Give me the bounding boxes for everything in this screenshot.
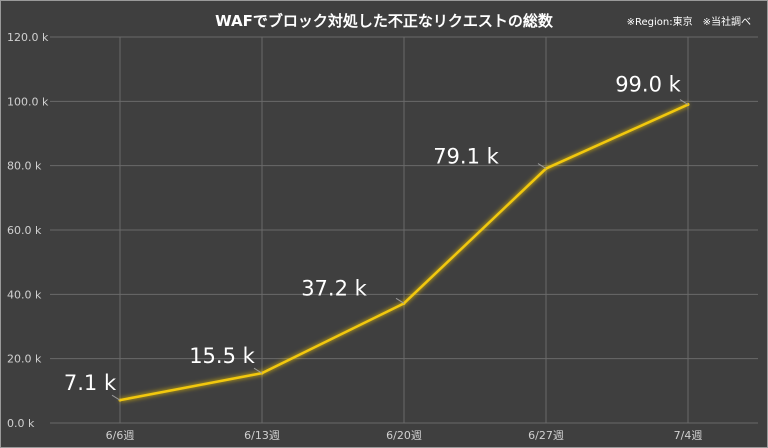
y-tick-label: 0.0 k [7, 417, 35, 430]
source-note: ※Region:東京 ※当社調べ [626, 17, 751, 28]
x-axis-ticks: 6/6週 6/13週 6/20週 6/27週 7/4週 [106, 429, 703, 442]
y-tick-label: 80.0 k [7, 160, 42, 173]
x-tick-label: 6/27週 [528, 429, 564, 442]
y-tick-label: 100.0 k [7, 95, 49, 108]
data-label-leader [111, 394, 121, 401]
data-label: 99.0 k [615, 73, 681, 97]
x-tick-label: 6/6週 [106, 429, 135, 442]
data-label-leader [253, 367, 263, 374]
y-tick-label: 40.0 k [7, 288, 42, 301]
x-gridlines [119, 37, 689, 423]
y-tick-label: 60.0 k [7, 224, 42, 237]
data-label: 7.1 k [64, 371, 117, 395]
chart-title: WAFでブロック対処した不正なリクエストの総数 [215, 12, 553, 30]
data-label-leader [395, 297, 405, 304]
x-tick-label: 7/4週 [674, 429, 703, 442]
data-label: 79.1 k [433, 145, 499, 169]
data-label-leader [537, 163, 547, 169]
data-labels: 7.1 k 15.5 k 37.2 k 79.1 k 99.0 k [64, 73, 689, 401]
data-label: 37.2 k [301, 276, 367, 300]
y-tick-label: 20.0 k [7, 353, 42, 366]
y-axis-ticks: 0.0 k 20.0 k 40.0 k 60.0 k 80.0 k 100.0 k 120.… [7, 31, 49, 430]
y-tick-label: 120.0 k [7, 31, 49, 44]
x-tick-label: 6/13週 [244, 429, 280, 442]
data-label-leader [679, 99, 689, 105]
x-tick-label: 6/20週 [386, 429, 422, 442]
data-label: 15.5 k [189, 344, 255, 368]
